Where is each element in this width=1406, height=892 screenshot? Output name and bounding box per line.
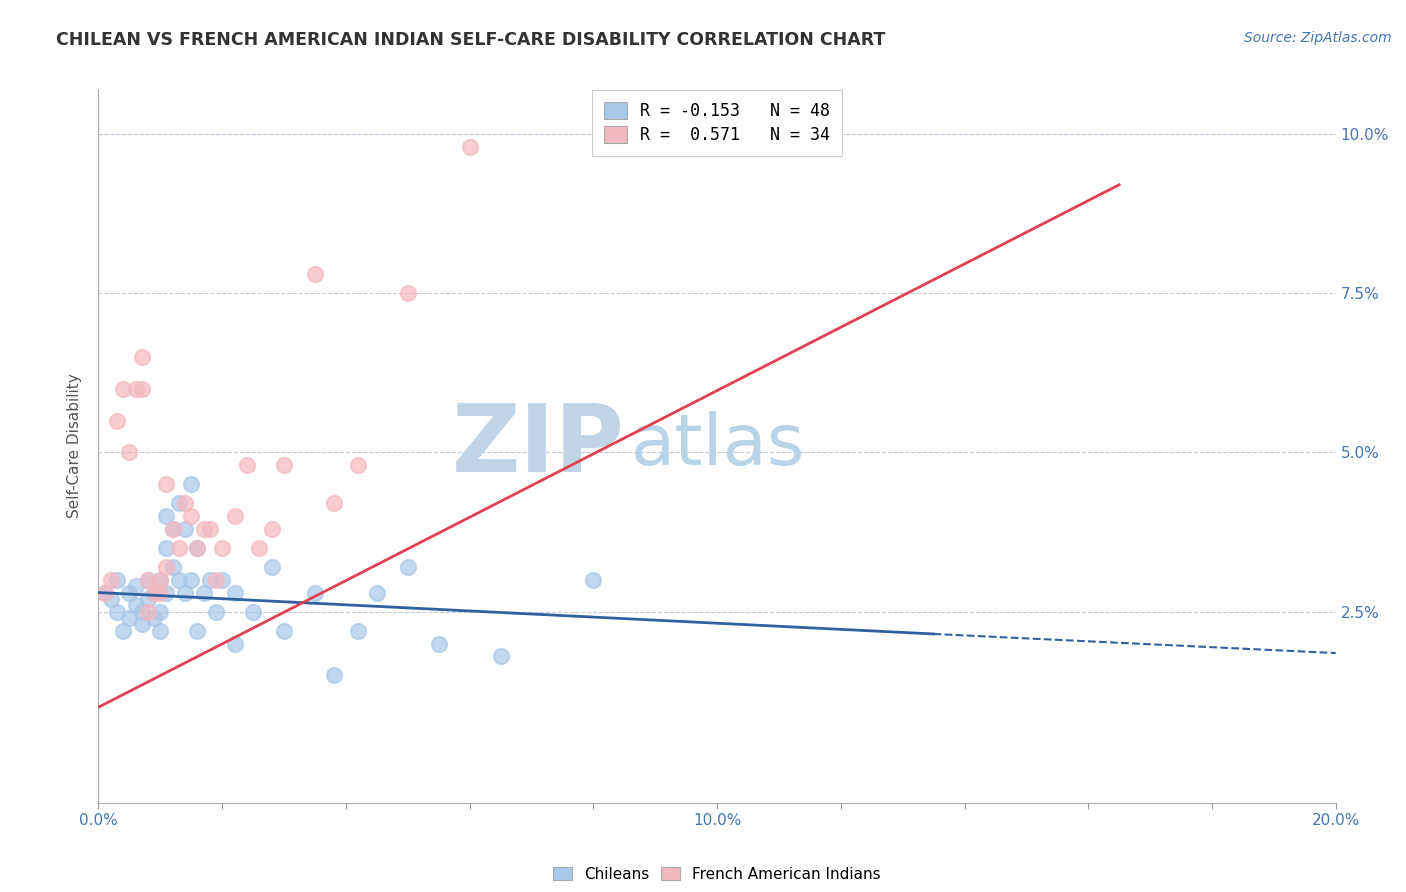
Point [304, 267, 326, 281]
Point [143, 585, 166, 599]
Point [211, 541, 233, 555]
Point [162, 522, 184, 536]
Point [396, 560, 419, 574]
Point [427, 636, 450, 650]
Point [224, 585, 246, 599]
Point [124, 382, 146, 396]
Point [167, 573, 190, 587]
Point [174, 585, 197, 599]
Point [582, 573, 605, 587]
Point [180, 477, 202, 491]
Point [198, 573, 221, 587]
Point [347, 458, 370, 472]
Legend: Chileans, French American Indians: Chileans, French American Indians [547, 861, 887, 888]
Point [155, 560, 177, 574]
Point [162, 560, 184, 574]
Point [100, 591, 122, 606]
Point [366, 585, 388, 599]
Point [131, 617, 153, 632]
Point [155, 541, 177, 555]
Point [273, 458, 295, 472]
Point [118, 445, 141, 459]
Point [155, 585, 177, 599]
Point [198, 522, 221, 536]
Point [136, 591, 159, 606]
Point [93, 585, 115, 599]
Point [242, 605, 264, 619]
Point [143, 611, 166, 625]
Text: atlas: atlas [630, 411, 804, 481]
Point [174, 522, 197, 536]
Point [174, 496, 197, 510]
Point [93, 585, 115, 599]
Point [118, 611, 141, 625]
Point [167, 496, 190, 510]
Point [347, 624, 370, 638]
Point [304, 585, 326, 599]
Point [260, 522, 283, 536]
Text: ZIP: ZIP [451, 400, 624, 492]
Point [224, 509, 246, 524]
Point [211, 573, 233, 587]
Point [105, 413, 128, 427]
Point [180, 573, 202, 587]
Point [131, 382, 153, 396]
Point [236, 458, 259, 472]
Point [105, 573, 128, 587]
Point [149, 573, 172, 587]
Point [136, 573, 159, 587]
Point [124, 599, 146, 613]
Point [162, 522, 184, 536]
Point [205, 605, 228, 619]
Point [124, 579, 146, 593]
Point [149, 605, 172, 619]
Point [167, 541, 190, 555]
Point [322, 668, 344, 682]
Point [155, 509, 177, 524]
Point [273, 624, 295, 638]
Text: Source: ZipAtlas.com: Source: ZipAtlas.com [1244, 31, 1392, 45]
Point [396, 286, 419, 301]
Point [489, 649, 512, 664]
Point [143, 585, 166, 599]
Point [186, 541, 208, 555]
Point [186, 541, 208, 555]
Point [260, 560, 283, 574]
Y-axis label: Self-Care Disability: Self-Care Disability [67, 374, 83, 518]
Point [112, 382, 135, 396]
Text: CHILEAN VS FRENCH AMERICAN INDIAN SELF-CARE DISABILITY CORRELATION CHART: CHILEAN VS FRENCH AMERICAN INDIAN SELF-C… [56, 31, 886, 49]
Point [131, 605, 153, 619]
Point [131, 350, 153, 364]
Point [180, 509, 202, 524]
Point [193, 522, 215, 536]
Point [247, 541, 270, 555]
Point [112, 624, 135, 638]
Point [149, 573, 172, 587]
Point [136, 605, 159, 619]
Point [149, 624, 172, 638]
Point [136, 573, 159, 587]
Point [105, 605, 128, 619]
Point [100, 573, 122, 587]
Point [224, 636, 246, 650]
Point [322, 496, 344, 510]
Point [205, 573, 228, 587]
Point [193, 585, 215, 599]
Point [186, 624, 208, 638]
Point [458, 139, 481, 153]
Point [118, 585, 141, 599]
Point [149, 585, 172, 599]
Point [155, 477, 177, 491]
